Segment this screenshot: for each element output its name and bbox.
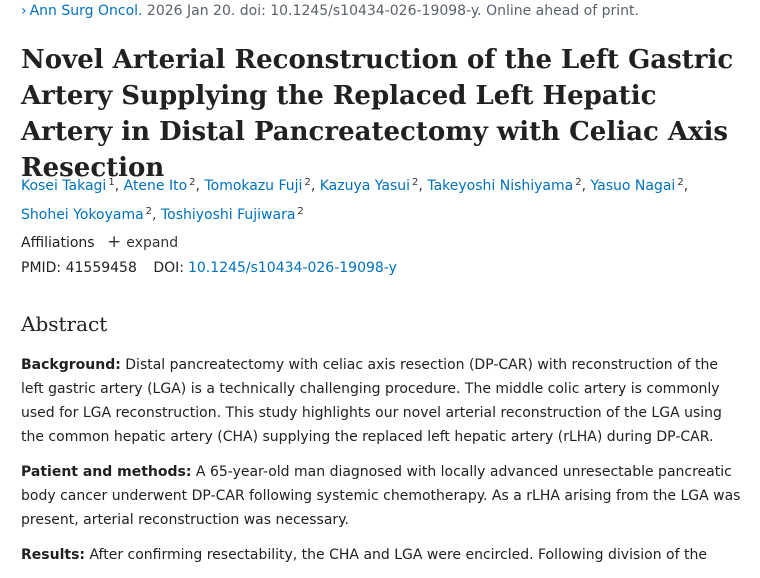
journal-link[interactable]: Ann Surg Oncol. <box>29 3 143 19</box>
expand-affiliations-button[interactable]: + expand <box>107 232 179 252</box>
citation-line: › Ann Surg Oncol. 2026 Jan 20. doi: 10.12… <box>21 3 639 19</box>
expand-label: expand <box>126 235 179 251</box>
abstract-section-methods: Patient and methods: A 65-year-old man d… <box>21 460 741 532</box>
pmid-label: PMID: <box>21 260 62 276</box>
citation-details: 2026 Jan 20. doi: 10.1245/s10434-026-190… <box>142 3 639 19</box>
section-label: Patient and methods: <box>21 464 192 480</box>
identifiers-row: PMID: 41559458 DOI: 10.1245/s10434-026-19… <box>21 260 397 276</box>
author-link[interactable]: Tomokazu Fuji <box>204 178 303 194</box>
affiliations-label: Affiliations <box>21 235 95 251</box>
abstract-heading: Abstract <box>21 312 108 336</box>
affiliation-ref[interactable]: 2 <box>677 177 684 188</box>
author-link[interactable]: Shohei Yokoyama <box>21 207 144 223</box>
abstract-section-results: Results: After confirming resectability,… <box>21 543 741 567</box>
affiliation-ref[interactable]: 2 <box>304 177 311 188</box>
doi-label: DOI: <box>153 260 184 276</box>
chevron-right-icon[interactable]: › <box>21 3 27 19</box>
section-text: After confirming resectability, the CHA … <box>85 547 707 563</box>
affiliation-ref[interactable]: 2 <box>189 177 196 188</box>
section-text: Distal pancreatectomy with celiac axis r… <box>21 357 722 445</box>
abstract-section-background: Background: Distal pancreatectomy with c… <box>21 353 741 449</box>
doi-link[interactable]: 10.1245/s10434-026-19098-y <box>187 260 397 276</box>
affiliation-ref[interactable]: 2 <box>145 206 153 217</box>
abstract-body: Background: Distal pancreatectomy with c… <box>21 353 741 578</box>
plus-icon: + <box>107 232 122 252</box>
affiliation-ref[interactable]: 2 <box>297 206 304 217</box>
article-title: Novel Arterial Reconstruction of the Lef… <box>21 45 734 183</box>
section-text: A 65-year-old man diagnosed with locally… <box>21 464 741 528</box>
affiliation-ref[interactable]: 2 <box>412 177 419 188</box>
pmid-value: 41559458 <box>65 260 137 276</box>
section-label: Background: <box>21 357 121 373</box>
author-link[interactable]: Takeyoshi Nishiyama <box>427 178 574 194</box>
affiliation-ref[interactable]: 1 <box>108 177 115 188</box>
author-link[interactable]: Atene Ito <box>123 178 188 194</box>
section-label: Results: <box>21 547 85 563</box>
author-link[interactable]: Yasuo Nagai <box>590 178 676 194</box>
author-link[interactable]: Toshiyoshi Fujiwara <box>160 207 296 223</box>
author-list: Kosei Takagi 1, Atene Ito 2, Tomokazu Fuji… <box>21 177 689 223</box>
affiliation-ref[interactable]: 2 <box>575 177 582 188</box>
author-link[interactable]: Kosei Takagi <box>21 178 107 194</box>
affiliations-row: Affiliations + expand <box>21 232 178 252</box>
author-link[interactable]: Kazuya Yasui <box>319 178 411 194</box>
